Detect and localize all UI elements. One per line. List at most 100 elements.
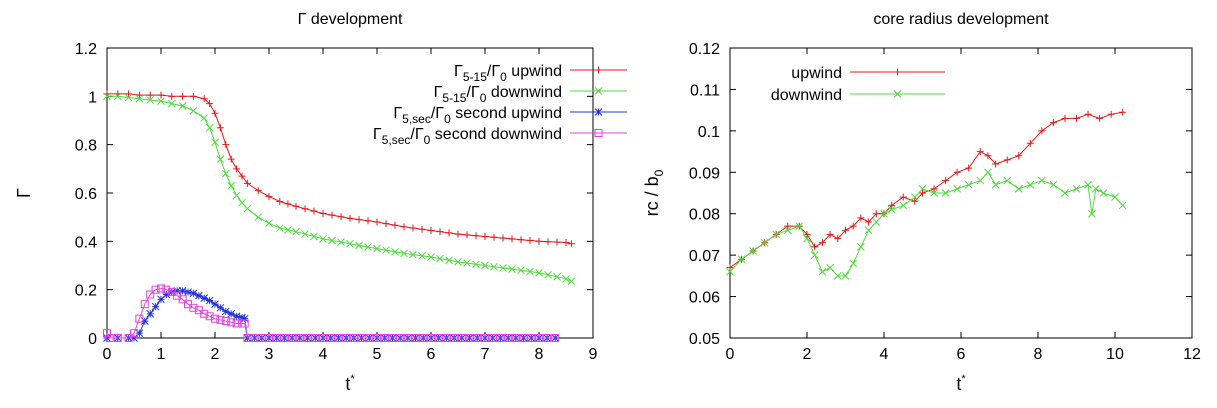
data-point bbox=[526, 267, 534, 276]
data-point bbox=[357, 334, 366, 342]
data-point bbox=[243, 204, 252, 213]
data-point bbox=[1049, 119, 1057, 127]
data-point bbox=[103, 334, 111, 342]
data-point bbox=[221, 169, 230, 178]
y-tick-label: 0.1 bbox=[698, 124, 720, 141]
data-point bbox=[135, 94, 144, 103]
data-point bbox=[205, 296, 214, 305]
data-point bbox=[481, 334, 489, 342]
data-point bbox=[842, 226, 849, 234]
data-point bbox=[227, 155, 235, 163]
data-point bbox=[303, 334, 312, 342]
data-point bbox=[919, 189, 926, 197]
data-point bbox=[1014, 185, 1023, 193]
series-line bbox=[107, 290, 556, 339]
data-point bbox=[544, 238, 552, 246]
series-line bbox=[107, 95, 572, 282]
data-point bbox=[189, 303, 198, 312]
data-point bbox=[942, 177, 950, 185]
data-point bbox=[1084, 110, 1092, 118]
y-tick-label: 0.12 bbox=[689, 41, 720, 58]
data-point bbox=[833, 272, 842, 280]
data-point bbox=[463, 231, 471, 239]
y-tick-label: 0.8 bbox=[75, 138, 97, 155]
data-point bbox=[553, 238, 561, 246]
data-point bbox=[1107, 110, 1115, 118]
data-point bbox=[749, 247, 757, 255]
series-0 bbox=[103, 90, 575, 248]
series-line bbox=[729, 111, 1123, 269]
data-point bbox=[991, 180, 1000, 189]
data-point bbox=[221, 317, 230, 326]
data-point bbox=[135, 314, 144, 323]
data-point bbox=[436, 254, 444, 263]
data-point bbox=[445, 256, 453, 265]
data-point bbox=[526, 237, 534, 245]
data-point bbox=[113, 334, 122, 342]
gamma-x-axis-label: t* bbox=[345, 373, 355, 394]
data-point bbox=[373, 244, 381, 253]
data-point bbox=[941, 189, 950, 197]
data-point bbox=[388, 334, 397, 342]
data-point bbox=[976, 176, 985, 185]
data-point bbox=[105, 334, 114, 342]
data-point bbox=[227, 309, 236, 318]
data-point bbox=[146, 91, 154, 99]
x-tick-label: 8 bbox=[1034, 346, 1043, 363]
x-tick-label: 0 bbox=[103, 346, 112, 363]
y-tick-label: 0.05 bbox=[689, 331, 720, 348]
data-point bbox=[337, 238, 345, 246]
data-point bbox=[726, 267, 734, 276]
gamma-chart: Γ development 0 1 2 3 4 5 6 7 8 9 0 0.2 0.4 0.6 0.8 1 1.… bbox=[14, 11, 627, 394]
data-point bbox=[1026, 180, 1035, 189]
data-point bbox=[567, 277, 576, 286]
legend-marker bbox=[893, 90, 902, 98]
data-point bbox=[310, 232, 318, 241]
data-point bbox=[872, 218, 881, 226]
data-point bbox=[355, 216, 363, 224]
data-point bbox=[355, 241, 363, 250]
data-point bbox=[427, 253, 435, 261]
data-point bbox=[373, 218, 381, 226]
data-point bbox=[151, 285, 160, 294]
data-point bbox=[918, 185, 927, 193]
y-tick-label: 1 bbox=[88, 89, 97, 106]
data-point bbox=[396, 334, 405, 342]
data-point bbox=[930, 185, 938, 193]
data-point bbox=[508, 265, 516, 273]
data-point bbox=[130, 329, 138, 338]
data-point bbox=[151, 302, 160, 311]
data-point bbox=[899, 201, 908, 210]
data-point bbox=[457, 334, 466, 342]
data-point bbox=[857, 214, 865, 222]
data-point bbox=[232, 191, 241, 200]
data-point bbox=[984, 168, 992, 177]
data-point bbox=[189, 289, 198, 298]
data-point bbox=[178, 287, 187, 295]
data-point bbox=[346, 239, 354, 248]
data-point bbox=[418, 225, 426, 233]
data-point bbox=[292, 227, 300, 236]
x-tick-label: 6 bbox=[427, 346, 436, 363]
data-point bbox=[427, 226, 435, 234]
x-tick-label: 0 bbox=[726, 346, 735, 363]
data-point bbox=[992, 160, 1000, 168]
data-point bbox=[216, 124, 224, 132]
data-point bbox=[272, 334, 281, 342]
data-point bbox=[157, 91, 165, 99]
data-point bbox=[504, 334, 513, 342]
data-point bbox=[292, 202, 300, 210]
data-point bbox=[206, 100, 214, 108]
data-point bbox=[544, 270, 552, 279]
data-point bbox=[772, 230, 781, 239]
data-point bbox=[240, 314, 249, 323]
data-point bbox=[818, 267, 827, 276]
data-point bbox=[760, 238, 769, 247]
data-point bbox=[189, 106, 198, 115]
data-point bbox=[473, 334, 482, 342]
data-point bbox=[818, 239, 826, 247]
data-point bbox=[146, 290, 155, 299]
data-point bbox=[157, 295, 165, 304]
data-point bbox=[490, 262, 498, 271]
